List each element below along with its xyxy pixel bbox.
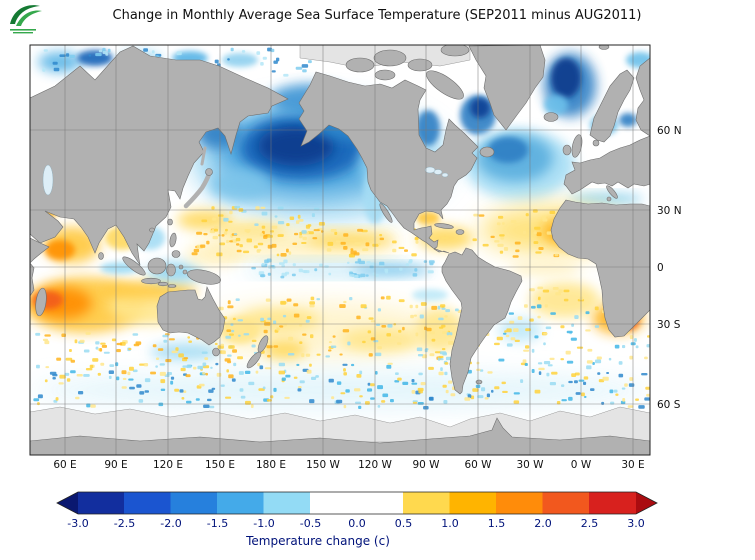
colorbar-tick-label: 2.5: [581, 517, 599, 530]
landmass-italy: [606, 185, 618, 199]
lon-label: 60 E: [53, 459, 76, 471]
colorbar-tick-label: 0.5: [395, 517, 413, 530]
landmass-ellesmere: [440, 45, 470, 57]
landmass-australia: [156, 286, 226, 346]
landmass-south-america: [441, 247, 523, 395]
page-title: Change in Monthly Average Sea Surface Te…: [113, 8, 642, 23]
landmass-arctic-island: [407, 58, 433, 72]
lon-label: 60 W: [464, 459, 492, 471]
lon-label: 120 E: [153, 459, 183, 471]
colorbar-tick-label: 1.5: [488, 517, 506, 530]
colorbar-tick-label: 0.0: [348, 517, 366, 530]
landmass-lesser-sunda: [157, 281, 169, 287]
landmass-falklands: [475, 379, 483, 385]
map-area: [30, 45, 650, 455]
landmass-iceland: [543, 112, 559, 122]
colorbar-label: Temperature change (c): [245, 534, 390, 548]
landmass-philippines: [169, 232, 177, 248]
landmass-north-america: [298, 71, 479, 254]
landmass-sicily: [606, 196, 612, 202]
lon-label: 90 E: [104, 459, 127, 471]
landmass-lesser-sunda: [167, 284, 177, 288]
colorbar-tick-label: -2.0: [160, 517, 181, 530]
agency-logo: [10, 5, 42, 34]
colorbar-tick-label: -1.0: [253, 517, 274, 530]
landmass-scandinavia: [589, 69, 635, 143]
landmass-new-guinea: [187, 269, 221, 285]
lon-label: 30 W: [516, 459, 544, 471]
landmass-arctic-island: [373, 49, 407, 67]
landmass-java: [141, 277, 161, 285]
landmass-new-zealand-south: [246, 351, 262, 369]
caspian-sea: [42, 164, 54, 196]
landmass-moluccas: [182, 269, 188, 275]
landmass-europe: [563, 135, 650, 195]
logo-swoosh-icon: [16, 10, 42, 26]
landmass-tasmania: [212, 347, 220, 357]
colorbar-tick-label: -1.5: [207, 517, 228, 530]
landmass-horn-of-africa: [30, 237, 50, 264]
colorbar-tick-label: -0.5: [300, 517, 321, 530]
landmass-borneo: [147, 257, 167, 275]
landmass-hainan: [149, 227, 155, 233]
landmass-cuba: [434, 223, 454, 229]
lat-label: 30 N: [657, 205, 682, 217]
landmass-finland-russia: [635, 57, 650, 137]
great-lakes: [424, 166, 436, 174]
lon-label: 150 E: [205, 459, 235, 471]
landmass-svalbard: [598, 45, 610, 50]
colorbar-tick-label: 1.0: [441, 517, 459, 530]
logo-text-mark: [13, 32, 33, 34]
landmass-baffin-island: [426, 70, 464, 100]
great-lakes: [433, 169, 443, 175]
landmass-sakhalin: [200, 146, 207, 166]
lat-label: 0: [657, 262, 664, 274]
colorbar-segments: [57, 492, 657, 514]
colorbar: [56, 491, 658, 515]
logo-swoosh-icon: [10, 5, 40, 24]
landmass-victoria-island: [374, 69, 396, 81]
landmass-japan: [183, 171, 212, 209]
landmass-ireland: [562, 144, 572, 156]
colorbar-tick-label: 2.0: [534, 517, 552, 530]
colorbar-outline: [56, 491, 658, 515]
landmass-antarctica: [30, 417, 650, 455]
landmass-sumatra: [122, 256, 146, 276]
landmass-hispaniola: [455, 229, 465, 235]
landmass-arctic-island: [345, 57, 375, 73]
great-lakes: [441, 172, 449, 178]
landmass-taiwan: [167, 218, 173, 226]
landmass-greenland: [468, 45, 546, 131]
landmass-hokkaido: [205, 168, 213, 176]
lat-label: 60 N: [657, 125, 682, 137]
landmass-sri-lanka: [98, 252, 104, 260]
colorbar-tick-label: -2.5: [114, 517, 135, 530]
landmass-britain: [571, 134, 583, 158]
lon-label: 30 E: [621, 459, 644, 471]
landmass-baja-california: [379, 203, 393, 223]
landmass-madagascar: [35, 287, 47, 317]
logo-text-mark: [10, 29, 36, 31]
map-border: [29, 44, 651, 456]
lon-label: 120 W: [358, 459, 392, 471]
grid-layer: [30, 45, 650, 455]
lat-label: 60 S: [657, 399, 681, 411]
landmass-newfoundland: [479, 146, 495, 158]
lon-label: 90 W: [412, 459, 440, 471]
colorbar-tick-label: -3.0: [67, 517, 88, 530]
lat-label: 30 S: [657, 319, 681, 331]
lon-label: 0 W: [571, 459, 592, 471]
lon-label: 150 W: [306, 459, 340, 471]
lon-label: 180 E: [256, 459, 286, 471]
landmass-denmark: [592, 139, 600, 147]
landmass-mindanao: [171, 250, 181, 258]
colorbar-tick-label: 3.0: [627, 517, 645, 530]
